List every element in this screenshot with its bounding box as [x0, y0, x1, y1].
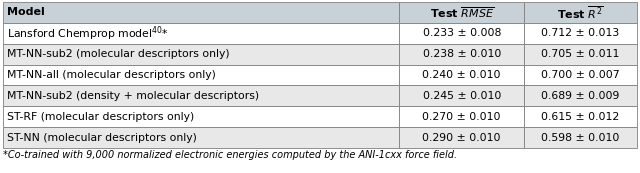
- Text: 0.240 ± 0.010: 0.240 ± 0.010: [422, 70, 501, 80]
- Text: 0.245 ± 0.010: 0.245 ± 0.010: [422, 91, 501, 101]
- Text: MT-NN-sub2 (molecular descriptors only): MT-NN-sub2 (molecular descriptors only): [7, 49, 230, 59]
- Text: 0.233 ± 0.008: 0.233 ± 0.008: [422, 28, 501, 38]
- Text: MT-NN-sub2 (density + molecular descriptors): MT-NN-sub2 (density + molecular descript…: [7, 91, 259, 101]
- Text: 0.238 ± 0.010: 0.238 ± 0.010: [422, 49, 501, 59]
- Text: 0.598 ± 0.010: 0.598 ± 0.010: [541, 133, 620, 143]
- Text: 0.712 ± 0.013: 0.712 ± 0.013: [541, 28, 620, 38]
- Text: ST-NN (molecular descriptors only): ST-NN (molecular descriptors only): [7, 133, 196, 143]
- Text: ST-RF (molecular descriptors only): ST-RF (molecular descriptors only): [7, 112, 194, 122]
- Text: 0.705 ± 0.011: 0.705 ± 0.011: [541, 49, 620, 59]
- Text: 0.615 ± 0.012: 0.615 ± 0.012: [541, 112, 620, 122]
- Text: 0.689 ± 0.009: 0.689 ± 0.009: [541, 91, 620, 101]
- Text: Model: Model: [7, 7, 45, 17]
- Text: 0.700 ± 0.007: 0.700 ± 0.007: [541, 70, 620, 80]
- Text: Test $\overline{R^2}$: Test $\overline{R^2}$: [557, 4, 604, 21]
- Text: 0.270 ± 0.010: 0.270 ± 0.010: [422, 112, 501, 122]
- Text: *Co-trained with 9,000 normalized electronic energies computed by the ANI-1cxx f: *Co-trained with 9,000 normalized electr…: [3, 150, 457, 160]
- Text: Test $\overline{RMSE}$: Test $\overline{RMSE}$: [429, 5, 494, 20]
- Text: Lansford Chemprop model$^{40}$*: Lansford Chemprop model$^{40}$*: [7, 24, 168, 43]
- Text: MT-NN-all (molecular descriptors only): MT-NN-all (molecular descriptors only): [7, 70, 216, 80]
- Text: 0.290 ± 0.010: 0.290 ± 0.010: [422, 133, 501, 143]
